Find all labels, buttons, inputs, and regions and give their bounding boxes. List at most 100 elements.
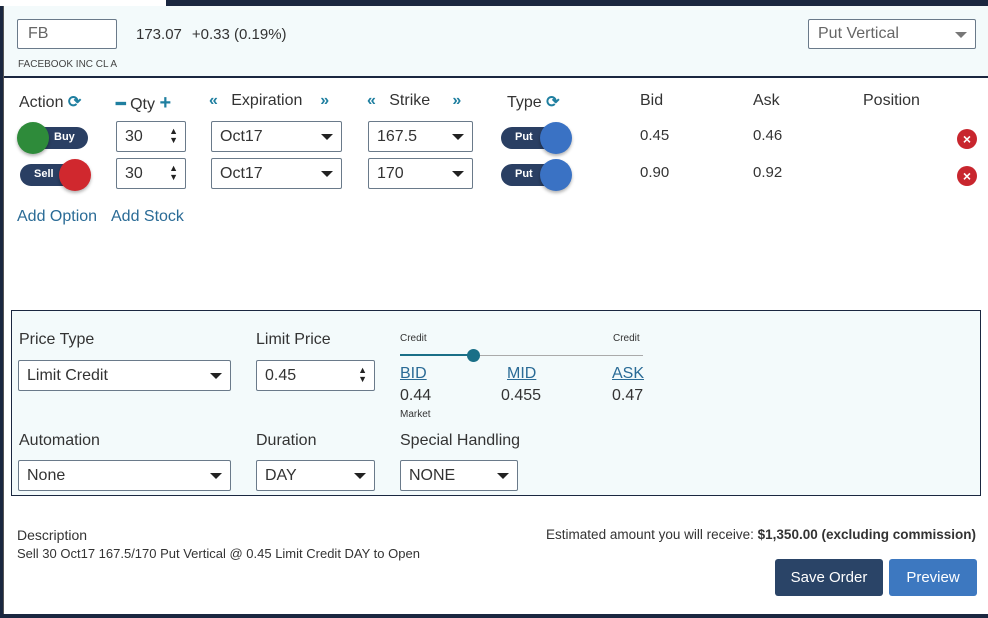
col-qty: ━ Qty + [116, 92, 171, 115]
special-handling-label: Special Handling [400, 432, 521, 449]
add-stock-link[interactable]: Add Stock [111, 208, 184, 225]
limit-price-value: 0.45 [265, 367, 297, 384]
chevron-down-icon [452, 171, 464, 177]
action-label: Sell [34, 168, 54, 180]
symbol-input[interactable]: FB [17, 19, 117, 49]
col-ask: Ask [753, 92, 780, 109]
estimate-label: Estimated amount you will receive: [546, 527, 754, 542]
type-toggle[interactable]: Put [501, 122, 572, 154]
duration-label: Duration [256, 432, 317, 449]
spinner-icon[interactable]: ▲ ▼ [169, 126, 178, 145]
expiration-select[interactable]: Oct17 [211, 121, 342, 152]
top-strip [0, 0, 166, 6]
col-type-label: Type [507, 94, 542, 111]
ticket-header: FB 173.07 +0.33 (0.19%) FACEBOOK INC CL A… [4, 6, 988, 78]
estimate-value: $1,350.00 (excluding commission) [757, 527, 976, 542]
chevron-down-icon [354, 473, 366, 479]
strike-value: 167.5 [377, 128, 418, 145]
remove-leg-icon[interactable]: × [957, 129, 977, 149]
spinner-icon[interactable]: ▲ ▼ [169, 163, 178, 182]
price-slider-track[interactable] [400, 349, 643, 362]
mid-link[interactable]: MID [507, 365, 537, 382]
col-action: Action ⟳ [19, 92, 81, 112]
expiration-select[interactable]: Oct17 [211, 158, 342, 189]
preview-button[interactable]: Preview [889, 559, 977, 596]
duration-select[interactable]: DAY [256, 460, 375, 491]
type-label: Put [515, 131, 533, 143]
strike-value: 170 [377, 165, 404, 182]
limit-price-input[interactable]: 0.45 ▲ ▼ [256, 360, 375, 391]
bid-value: 0.90 [640, 164, 670, 181]
mid-price: 0.455 [501, 387, 542, 404]
qty-value: 30 [125, 165, 143, 182]
add-option-link[interactable]: Add Option [17, 208, 98, 225]
type-label: Put [515, 168, 533, 180]
duration-value: DAY [265, 467, 297, 484]
type-toggle[interactable]: Put [501, 159, 572, 191]
next-expiration-icon[interactable]: » [320, 92, 330, 109]
limit-price-label: Limit Price [256, 331, 331, 348]
col-bid: Bid [640, 92, 664, 109]
strategy-select[interactable]: Put Vertical [808, 19, 976, 49]
action-toggle[interactable]: Sell [20, 159, 91, 191]
swap-type-icon[interactable]: ⟳ [546, 94, 560, 111]
price-type-label: Price Type [19, 331, 95, 348]
remove-leg-icon[interactable]: × [957, 166, 977, 186]
toggle-knob [17, 122, 49, 154]
ask-value: 0.46 [753, 127, 783, 144]
special-handling-select[interactable]: NONE [400, 460, 518, 491]
price-slider-fill [400, 354, 473, 356]
leg-row: Sell 30 ▲ ▼ Oct17 170 Put 0.90 0.92 × [4, 158, 988, 192]
action-label: Buy [54, 131, 75, 143]
ask-link[interactable]: ASK [612, 365, 645, 382]
col-expiration: « Expiration » [209, 92, 329, 110]
save-order-button[interactable]: Save Order [775, 559, 883, 596]
price-change: +0.33 (0.19%) [191, 26, 287, 43]
spinner-icon[interactable]: ▲ ▼ [358, 365, 367, 384]
expiration-value: Oct17 [220, 128, 263, 145]
next-strike-icon[interactable]: » [452, 92, 462, 109]
qty-stepper[interactable]: 30 ▲ ▼ [116, 121, 186, 152]
col-action-label: Action [19, 94, 64, 111]
strike-select[interactable]: 170 [368, 158, 473, 189]
plus-icon[interactable]: + [159, 92, 172, 114]
col-strike-label: Strike [389, 92, 431, 109]
swap-icon[interactable]: ⟳ [67, 94, 82, 111]
prev-expiration-icon[interactable]: « [209, 92, 218, 109]
market-label: Market [400, 409, 431, 420]
col-position: Position [863, 92, 920, 109]
col-type: Type ⟳ [507, 92, 560, 112]
expiration-value: Oct17 [220, 165, 263, 182]
ask-price: 0.47 [612, 387, 644, 404]
chevron-down-icon [452, 134, 464, 140]
price-type-value: Limit Credit [27, 367, 108, 384]
description-label: Description [17, 527, 88, 543]
price-slider-handle[interactable] [466, 349, 480, 362]
action-toggle[interactable]: Buy [17, 122, 88, 154]
toggle-knob [540, 159, 572, 191]
chevron-down-icon [210, 373, 222, 379]
special-handling-value: NONE [409, 467, 456, 484]
strike-select[interactable]: 167.5 [368, 121, 473, 152]
bid-price: 0.44 [400, 387, 432, 404]
bid-link[interactable]: BID [400, 365, 427, 382]
last-price: 173.07 [136, 26, 182, 43]
leg-row: Buy 30 ▲ ▼ Oct17 167.5 Put 0.45 0.46 × [4, 121, 988, 155]
qty-stepper[interactable]: 30 ▲ ▼ [116, 158, 186, 189]
ask-value: 0.92 [753, 164, 783, 181]
price-type-select[interactable]: Limit Credit [18, 360, 231, 391]
strategy-value: Put Vertical [818, 25, 899, 42]
chevron-down-icon [210, 473, 222, 479]
chevron-down-icon [955, 32, 967, 38]
toggle-knob [540, 122, 572, 154]
prev-strike-icon[interactable]: « [367, 92, 376, 109]
company-name: FACEBOOK INC CL A [18, 59, 118, 70]
chevron-down-icon [321, 134, 333, 140]
estimate: Estimated amount you will receive: $1,35… [546, 527, 976, 542]
automation-select[interactable]: None [18, 460, 231, 491]
bid-value: 0.45 [640, 127, 670, 144]
col-expiration-label: Expiration [231, 92, 303, 109]
toggle-knob [59, 159, 91, 191]
description-text: Sell 30 Oct17 167.5/170 Put Vertical @ 0… [17, 546, 420, 561]
minus-icon[interactable]: ━ [116, 96, 126, 113]
